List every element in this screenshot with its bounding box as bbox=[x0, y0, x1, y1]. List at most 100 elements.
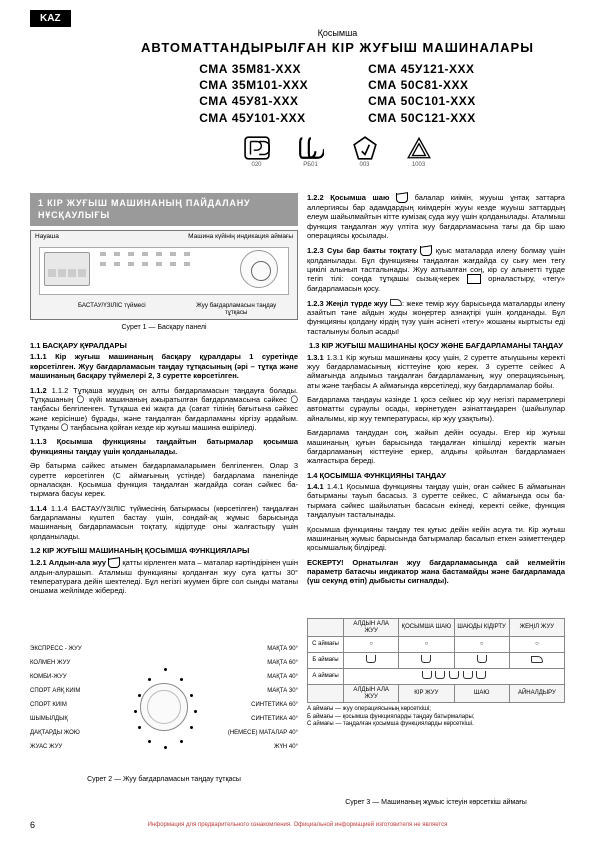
dial-label: КОМБИ-ЖУУ bbox=[30, 674, 67, 680]
paragraph: 1.2.1 Алдын-ала жуу қатты кірленген мата… bbox=[30, 558, 298, 596]
dial-label: СПОРТ АЯҚ КИІМ bbox=[30, 688, 80, 694]
table-row-label: Б аймағы bbox=[308, 653, 344, 669]
model-item: СМА 50С81-ХХХ bbox=[368, 77, 476, 93]
table-header: АЙНАЛДЫРУ bbox=[509, 685, 564, 703]
panel-label-tray: Науаша bbox=[35, 233, 59, 240]
model-item: СМА 50С121-ХХХ bbox=[368, 110, 476, 126]
drain-icon bbox=[467, 274, 481, 284]
paragraph: 1.3.1 1.3.1 Кір жуғыш машинаны қосу үшін… bbox=[307, 353, 565, 391]
dial-icon bbox=[240, 250, 278, 288]
dial-label: ЭКСПРЕСС - ЖУУ bbox=[30, 646, 82, 652]
heading-1-3: 1.3 КІР ЖУҒЫШ МАШИНАНЫ ҚОСУ ЖӘНЕ БАҒДАРЛ… bbox=[307, 341, 565, 350]
heading-1-4: 1.4 ҚОСЫМША ФУНКЦИЯНЫ ТАҢДАУ bbox=[307, 471, 565, 480]
function-table: АЛДЫН АЛА ЖУУ ҚОСЫМША ШАЮ ШАЮДЫ КІДІРТУ … bbox=[307, 618, 565, 729]
dial-label: ШЫМЫЛДЫҚ bbox=[30, 716, 68, 722]
page-title: АВТОМАТТАНДЫРЫЛҒАН КІР ЖУҒЫШ МАШИНАЛАРЫ bbox=[120, 40, 555, 55]
paragraph: 1.2.3 Жеңіл түрде жуу : жеке темір жуу б… bbox=[307, 299, 565, 337]
language-badge: KAZ bbox=[30, 10, 71, 27]
heading-1-1: 1.1 БАСҚАРУ ҚҰРАЛДАРЫ bbox=[30, 341, 298, 350]
iron-icon bbox=[390, 299, 402, 306]
tub-icon bbox=[366, 655, 376, 663]
table-cell: ○ bbox=[454, 637, 509, 653]
panel-label-program: Жуу бағдарламасын таңдау тұтқасы bbox=[185, 302, 287, 316]
led-row-icon bbox=[100, 252, 190, 256]
certification-row: 020 РБ01 003 1003 bbox=[120, 136, 555, 168]
table-header: ШАЮДЫ КІДІРТУ bbox=[454, 619, 509, 637]
table-cell bbox=[399, 653, 454, 669]
model-item: СМА 45У81-ХХХ bbox=[199, 93, 308, 109]
hold-icon bbox=[420, 246, 432, 256]
table-header: АЛДЫН АЛА ЖУУ bbox=[344, 619, 399, 637]
cert-mark: 020 bbox=[244, 136, 270, 168]
paragraph: 1.1.3 Қосымша функцияны таңдайтын батырм… bbox=[30, 437, 298, 456]
model-item: СМА 45У121-ХХХ bbox=[368, 61, 476, 77]
cert-mark: РБ01 bbox=[298, 136, 324, 168]
tub-icon bbox=[477, 655, 487, 663]
table-cell: ○ bbox=[344, 637, 399, 653]
figure-2-caption: Сурет 2 — Жуу бағдарламасын таңдау тұтқа… bbox=[30, 776, 298, 783]
panel-label-indicator: Машина күйінің индикация аймағы bbox=[188, 233, 293, 240]
figure-1-panel: Науаша Машина күйінің индикация аймағы Б… bbox=[30, 230, 298, 320]
paragraph: 1.2.3 Суы бар бакты тоқтату қуыс маталар… bbox=[307, 246, 565, 294]
dial-label: МАҚТА 30° bbox=[267, 688, 298, 694]
table-cell bbox=[344, 653, 399, 669]
paragraph: 1.1.4 1.1.4 БАСТАУ/ҮЗІЛІС түймесінің бат… bbox=[30, 504, 298, 542]
table-header: ШАЮ bbox=[454, 685, 509, 703]
table-cell: ○ bbox=[509, 637, 564, 653]
cert-mark: 003 bbox=[352, 136, 378, 168]
right-column: 1.2.2 Қосымша шаю балалар киімін, жууыш … bbox=[307, 193, 565, 591]
paragraph: 1.4.1 1.4.1 Қосымша функцияны таңдау үші… bbox=[307, 482, 565, 520]
dial-label: СИНТЕТИКА 40° bbox=[251, 716, 298, 722]
paragraph: 1.1.1 Кір жуғыш машинаның басқару құралд… bbox=[30, 352, 298, 380]
panel-label-start: БАСТАУ/ҮЗІЛІС түймесі bbox=[61, 302, 163, 316]
table-cell bbox=[344, 669, 565, 685]
led-row-icon bbox=[100, 262, 190, 266]
paragraph: Бағдарлама тандудан соң, жайып дейін осу… bbox=[307, 428, 565, 466]
figure-2-dial: ЭКСПРЕСС - ЖУУ КОЛМЕН ЖУУ КОМБИ-ЖУУ СПОР… bbox=[30, 642, 298, 772]
table-row-label: С аймағы bbox=[308, 637, 344, 653]
model-list: СМА 35М81-ХХХ СМА 35М101-ХХХ СМА 45У81-Х… bbox=[120, 61, 555, 126]
footer-disclaimer: Информация для предварительного ознакомл… bbox=[0, 822, 595, 828]
left-column: 1.1 БАСҚАРУ ҚҰРАЛДАРЫ 1.1.1 Кір жуғыш ма… bbox=[30, 338, 298, 601]
table-header: ҚОСЫМША ШАЮ bbox=[399, 619, 454, 637]
dial-label: ЖҮН 40° bbox=[274, 744, 298, 750]
paragraph: Әр батырма сәйкес атымен бағдарламаларым… bbox=[30, 461, 298, 499]
dial-label: ДАҚТАРДЫ ЖОЮ bbox=[30, 730, 80, 736]
model-item: СМА 50С101-ХХХ bbox=[368, 93, 476, 109]
dial-label: СИНТЕТИКА 60° bbox=[251, 702, 298, 708]
table-notes: А аймағы — жуу операциясының көрсеткіші;… bbox=[307, 706, 565, 729]
tub-icon bbox=[421, 655, 431, 663]
heading-1-2: 1.2 КІР ЖУҒЫШ МАШИНАНЫҢ ҚОСЫМША ФУНКЦИЯЛ… bbox=[30, 546, 298, 555]
table-header: КІР ЖУУ bbox=[399, 685, 454, 703]
dial-label: МАҚТА 40° bbox=[267, 674, 298, 680]
detergent-tray-icon bbox=[44, 252, 90, 286]
section-1-title: 1 КІР ЖУҒЫШ МАШИНАНЫҢ ПАЙДАЛАНУ НҰСҚАУЛЫ… bbox=[30, 193, 298, 226]
model-item: СМА 45У101-ХХХ bbox=[199, 110, 308, 126]
figure-3-caption: Сурет 3 — Машинаның жұмыс істеуін көрсет… bbox=[307, 799, 565, 806]
rinse-icon bbox=[396, 193, 408, 203]
header: Қосымша АВТОМАТТАНДЫРЫЛҒАН КІР ЖУҒЫШ МАШ… bbox=[120, 28, 555, 168]
paragraph: 1.1.2 1.1.2 Тұтқаша жуудың он алты бағда… bbox=[30, 386, 298, 433]
table-header: АЛДЫН АЛА ЖУУ bbox=[344, 685, 399, 703]
dial-label: (НЕМЕСЕ) МАТАЛАР 40° bbox=[228, 730, 298, 736]
iron-icon bbox=[531, 656, 543, 663]
warning-paragraph: ЕСКЕРТУ! Орнатылған жуу бағдарламасында … bbox=[307, 558, 565, 586]
paragraph: Бағдарлама тандауы кәзінде 1 қосэ сейкес… bbox=[307, 395, 565, 423]
dial-label: СПОРТ КИІМ bbox=[30, 702, 67, 708]
table-header: ЖЕҢІЛ ЖУУ bbox=[509, 619, 564, 637]
program-dial-icon bbox=[140, 683, 188, 731]
cert-mark: 1003 bbox=[406, 136, 432, 168]
dial-label: МАҚТА 60° bbox=[267, 660, 298, 666]
dial-label: ЖУАС ЖУУ bbox=[30, 744, 62, 750]
figure-1-caption: Сурет 1 — Басқару панелі bbox=[30, 324, 298, 331]
table-header bbox=[308, 685, 344, 703]
table-row-label: А аймағы bbox=[308, 669, 344, 685]
model-item: СМА 35М101-ХХХ bbox=[199, 77, 308, 93]
paragraph: Қосымша функцияны таңдау тек қуғыс дейін… bbox=[307, 525, 565, 553]
dial-label: МАҚТА 90° bbox=[267, 646, 298, 652]
table-cell bbox=[454, 653, 509, 669]
paragraph: 1.2.2 Қосымша шаю балалар киімін, жууыш … bbox=[307, 193, 565, 241]
prewash-icon bbox=[108, 558, 120, 568]
table-header bbox=[308, 619, 344, 637]
dial-label: КОЛМЕН ЖУУ bbox=[30, 660, 70, 666]
